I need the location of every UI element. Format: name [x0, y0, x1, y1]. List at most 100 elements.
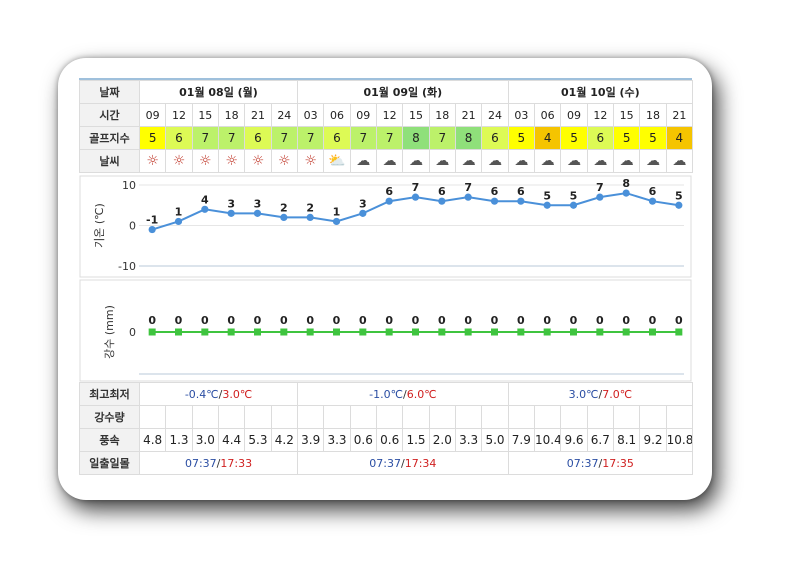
sun-icon: ☼	[304, 153, 317, 169]
golf-index-cell: 4	[534, 126, 562, 150]
precipitation-point	[148, 328, 156, 336]
temperature-point	[201, 205, 209, 213]
day-3-sun: 07:37/17:35	[507, 451, 694, 475]
golf-index-cell: 8	[402, 126, 430, 150]
wind-speed-cell: 5.3	[244, 428, 272, 452]
hour-cell: 03	[296, 103, 325, 127]
day-1-max: 3.0℃	[222, 387, 253, 401]
precipitation-value-label: 0	[175, 314, 183, 327]
day-2-header: 01월 09일 (화)	[296, 80, 509, 104]
day-2-minmax: -1.0℃/6.0℃	[297, 382, 509, 406]
rain-amount-cell	[376, 405, 404, 429]
wind-speed-cell: 7.9	[507, 428, 536, 452]
day-2-sunrise: 07:37	[369, 456, 401, 470]
rain-amount-cell	[297, 405, 325, 429]
golf-index-cell: 6	[165, 126, 193, 150]
rain-amount-row: 강수량	[79, 405, 694, 429]
cloud-icon: ☁	[619, 153, 634, 169]
temperature-value-label: 2	[306, 201, 314, 214]
wind-speed-cell: 1.5	[402, 428, 430, 452]
golf-index-cell: 7	[191, 126, 219, 150]
temperature-point	[148, 225, 156, 234]
weather-cell: ☁	[428, 149, 456, 173]
cloud-icon: ☁	[408, 153, 423, 169]
rain-amount-cell	[481, 405, 509, 429]
rain-amount-cell	[639, 405, 667, 429]
golf-index-cell: 5	[612, 126, 641, 150]
temperature-value-label: 1	[175, 205, 183, 218]
sun-label: 일출일몰	[79, 451, 140, 475]
precipitation-point	[543, 328, 551, 336]
hour-cell: 21	[665, 103, 694, 127]
precipitation-value-label: 0	[543, 314, 551, 327]
temperature-point	[569, 201, 578, 209]
temperature-chart: 10 0 -10 기온 (℃) -1 1 4 3 3 2 2 1 3 6 7 6 7 6 6 5 5 7 8 6 5	[79, 175, 692, 278]
day-1-sunrise: 07:37	[184, 456, 217, 470]
precipitation-value-label: 0	[306, 314, 314, 327]
temperature-point	[332, 217, 341, 226]
cloud-icon: ☁	[356, 153, 371, 169]
precipitation-value-label: 0	[464, 314, 472, 327]
golf-index-cell: 5	[560, 126, 588, 150]
rain-amount-cell	[349, 405, 378, 429]
precipitation-point	[622, 328, 630, 336]
golf-index-cell: 5	[138, 126, 167, 150]
temperature-value-label: -1	[146, 214, 158, 227]
wind-speed-cell: 3.3	[323, 428, 351, 452]
wind-speed-cell: 0.6	[349, 428, 378, 452]
temperature-point	[411, 193, 420, 201]
rain-amount-cell	[534, 405, 562, 429]
cloud-icon: ☁	[593, 153, 608, 169]
y-tick-label: -10	[118, 260, 136, 273]
golf-index-cell: 8	[454, 126, 483, 150]
weather-cell: ☼	[165, 149, 193, 173]
y-tick-label: 0	[129, 220, 136, 233]
cloud-icon: ☁	[645, 153, 660, 169]
weather-cell: ⛅	[323, 149, 351, 173]
day-3-max: 7.0℃	[602, 387, 633, 401]
precipitation-point	[464, 328, 472, 336]
sun-icon: ☼	[251, 153, 265, 169]
sun-icon: ☼	[146, 153, 159, 169]
rain-amount-cell	[428, 405, 457, 429]
hour-row: 시간 09 12 15 18 21 24 03 06 09 12 15 18 21 24 03 06 09 12 1…	[79, 103, 694, 127]
golf-index-cell: 6	[323, 126, 351, 150]
top-divider	[79, 78, 692, 80]
temperature-point	[280, 213, 288, 221]
temperature-point	[359, 209, 367, 217]
weather-cell: ☁	[586, 149, 615, 173]
precipitation-value-label: 0	[333, 314, 341, 327]
minmax-row: 최고최저 -0.4℃/3.0℃ -1.0℃/6.0℃ 3.0℃/7.0℃	[79, 382, 694, 406]
hour-cell: 12	[165, 103, 193, 127]
y-axis-label: 기온 (℃)	[93, 203, 106, 248]
sun-icon: ☼	[172, 153, 186, 169]
weather-cell: ☁	[665, 149, 694, 173]
precipitation-point	[385, 328, 393, 336]
wind-speed-cell: 9.2	[639, 428, 667, 452]
day-2-max: 6.0℃	[406, 387, 437, 401]
temperature-value-label: 3	[227, 197, 235, 210]
minmax-label: 최고최저	[79, 382, 140, 406]
temperature-value-label: 5	[543, 189, 551, 202]
cloud-icon: ☁	[435, 153, 450, 169]
precipitation-point	[280, 328, 288, 336]
temperature-value-label: 2	[280, 201, 288, 214]
forecast-header-table: 날짜 01월 08일 (월) 01월 09일 (화) 01월 10일 (수) 시…	[79, 80, 694, 173]
temperature-point	[543, 201, 551, 209]
precipitation-value-label: 0	[280, 314, 288, 327]
rain-amount-cell	[586, 405, 615, 429]
golf-index-cell: 5	[639, 126, 667, 150]
cloud-icon: ☁	[514, 153, 529, 169]
precipitation-point	[175, 328, 182, 336]
cloud-icon: ☁	[382, 153, 397, 169]
temperature-point	[675, 201, 683, 209]
precipitation-point	[333, 328, 340, 336]
date-label: 날짜	[79, 80, 140, 104]
sun-icon: ☼	[278, 153, 291, 169]
rain-amount-cell	[323, 405, 351, 429]
wind-speed-cell: 3.3	[454, 428, 483, 452]
precipitation-point	[649, 328, 656, 336]
weather-label: 날씨	[79, 149, 140, 173]
day-3-sunset: 17:35	[602, 456, 634, 470]
temperature-value-label: 6	[438, 185, 446, 198]
